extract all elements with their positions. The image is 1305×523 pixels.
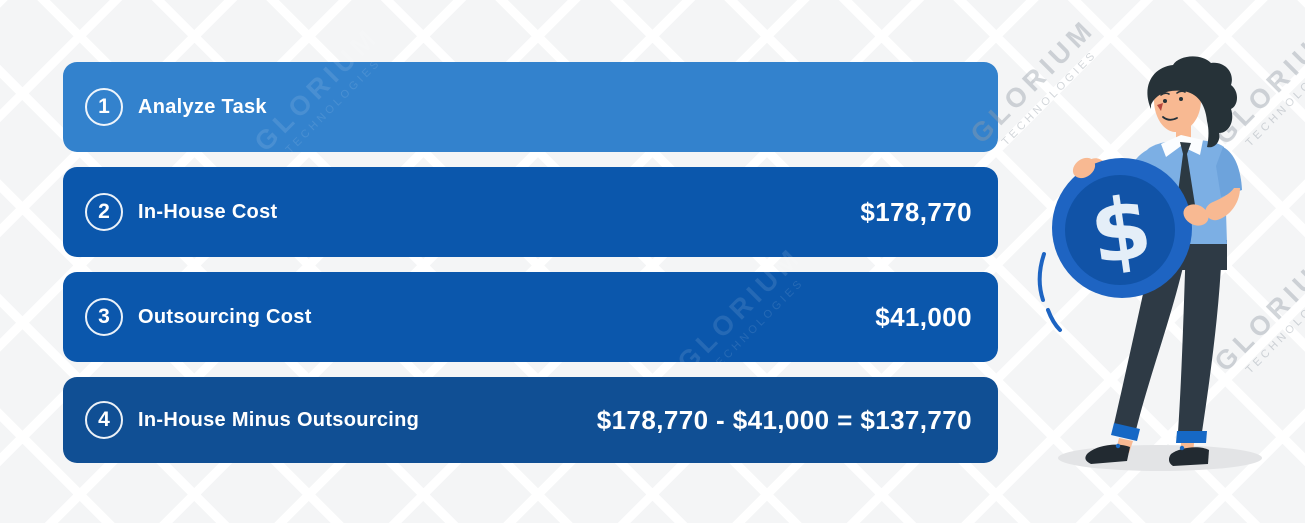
step-row-analyze-task: 1 Analyze Task bbox=[63, 62, 998, 152]
right-shoe bbox=[1168, 447, 1209, 466]
right-leg bbox=[1178, 243, 1222, 432]
step-row-difference: 4 In-House Minus Outsourcing $178,770 - … bbox=[63, 377, 998, 463]
step-number: 2 bbox=[98, 200, 110, 223]
right-brow bbox=[1176, 90, 1186, 94]
left-shoe bbox=[1085, 444, 1130, 464]
coin-inner bbox=[1065, 175, 1175, 285]
step-number: 1 bbox=[98, 95, 110, 118]
coin-motion-line-bottom bbox=[1046, 308, 1062, 332]
coin-motion-line-top bbox=[1037, 252, 1046, 302]
left-brow bbox=[1160, 92, 1170, 96]
hair bbox=[1147, 56, 1237, 148]
right-eye bbox=[1179, 97, 1183, 101]
step-number-badge: 1 bbox=[85, 88, 123, 126]
right-arm bbox=[1205, 188, 1240, 221]
right-shoe-lace bbox=[1179, 445, 1185, 451]
step-label: In-House Cost bbox=[138, 200, 278, 223]
step-number: 3 bbox=[98, 305, 110, 328]
step-number-badge: 4 bbox=[85, 401, 123, 439]
man-holding-dollar-coin-illustration: $ bbox=[1037, 56, 1262, 471]
step-number-badge: 3 bbox=[85, 298, 123, 336]
right-sleeve bbox=[1216, 147, 1242, 197]
steps-list: 1 Analyze Task 2 In-House Cost $178,770 … bbox=[63, 62, 998, 463]
left-eye bbox=[1163, 99, 1167, 103]
step-label: In-House Minus Outsourcing bbox=[138, 408, 420, 431]
step-value: $178,770 bbox=[860, 196, 972, 227]
step-label: Outsourcing Cost bbox=[138, 305, 312, 328]
step-row-outsourcing-cost: 3 Outsourcing Cost $41,000 bbox=[63, 272, 998, 362]
step-label: Analyze Task bbox=[138, 95, 267, 118]
right-hand bbox=[1183, 204, 1209, 226]
left-cuff bbox=[1111, 423, 1140, 441]
step-value: $41,000 bbox=[875, 301, 972, 332]
dollar-sign-icon: $ bbox=[1084, 177, 1157, 284]
step-row-inhouse-cost: 2 In-House Cost $178,770 bbox=[63, 167, 998, 257]
step-number: 4 bbox=[98, 408, 110, 431]
nose bbox=[1157, 103, 1163, 111]
step-equation: $178,770 - $41,000 = $137,770 bbox=[596, 404, 972, 435]
left-hand bbox=[1072, 157, 1096, 179]
left-leg bbox=[1114, 243, 1188, 430]
right-cuff bbox=[1176, 431, 1207, 443]
left-shoe-lace bbox=[1115, 443, 1121, 449]
step-number-badge: 2 bbox=[85, 193, 123, 231]
mouth bbox=[1162, 116, 1178, 121]
